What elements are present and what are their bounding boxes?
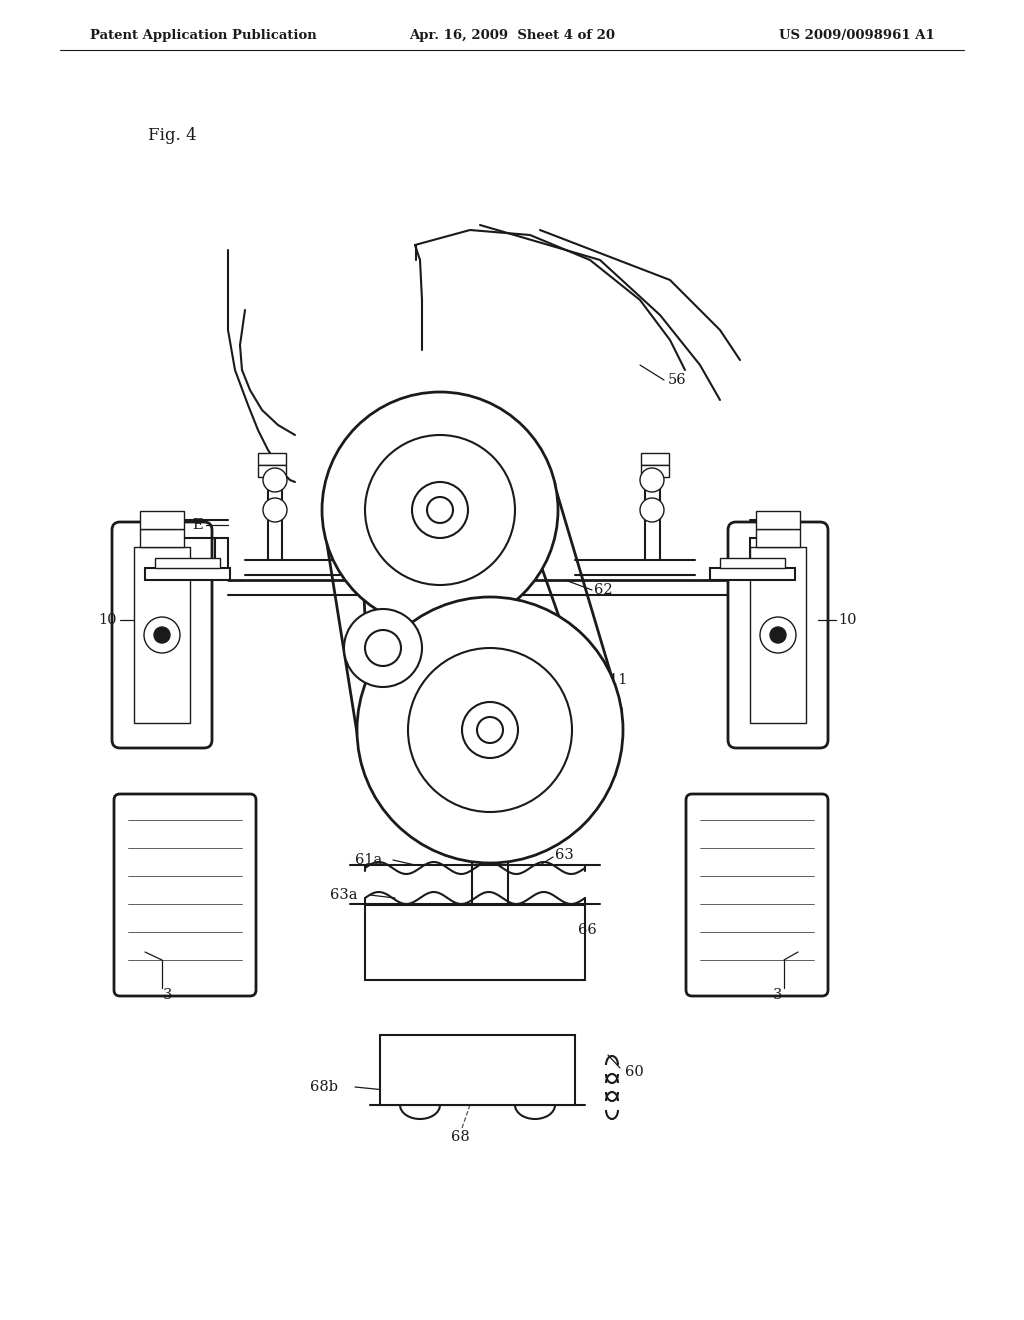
Bar	[641, 465, 669, 477]
Bar	[756, 511, 800, 529]
Circle shape	[365, 630, 401, 667]
Circle shape	[640, 469, 664, 492]
Circle shape	[365, 436, 515, 585]
Bar	[756, 529, 800, 546]
Bar	[750, 546, 806, 723]
Circle shape	[154, 627, 170, 643]
Bar	[258, 465, 286, 477]
FancyBboxPatch shape	[114, 795, 256, 997]
FancyBboxPatch shape	[112, 521, 212, 748]
Bar	[710, 568, 795, 579]
Text: 55: 55	[497, 465, 515, 479]
Circle shape	[640, 498, 664, 521]
Text: 56: 56	[668, 374, 687, 387]
Text: 10: 10	[838, 612, 856, 627]
Text: 62: 62	[594, 583, 612, 597]
Bar	[140, 511, 184, 529]
Bar	[258, 453, 286, 465]
Text: Fig. 4: Fig. 4	[148, 127, 197, 144]
Text: 82: 82	[328, 513, 347, 527]
Bar	[380, 1035, 575, 1105]
Circle shape	[408, 648, 572, 812]
Circle shape	[144, 616, 180, 653]
Circle shape	[263, 469, 287, 492]
Text: 60: 60	[625, 1065, 644, 1078]
FancyBboxPatch shape	[728, 521, 828, 748]
Circle shape	[770, 627, 786, 643]
Text: E: E	[193, 517, 203, 532]
Text: 63: 63	[555, 847, 573, 862]
Bar	[365, 906, 585, 979]
Text: Patent Application Publication: Patent Application Publication	[90, 29, 316, 41]
Bar	[155, 558, 220, 568]
Circle shape	[760, 616, 796, 653]
Circle shape	[322, 392, 558, 628]
Circle shape	[357, 597, 623, 863]
Text: 61a: 61a	[355, 853, 382, 867]
Circle shape	[263, 498, 287, 521]
Text: 63a: 63a	[330, 888, 357, 902]
Circle shape	[412, 482, 468, 539]
Text: 3: 3	[163, 987, 173, 1002]
Text: 3: 3	[773, 987, 782, 1002]
Circle shape	[344, 609, 422, 686]
Circle shape	[477, 717, 503, 743]
Circle shape	[427, 498, 453, 523]
Bar	[641, 453, 669, 465]
Text: 71: 71	[347, 645, 366, 659]
Circle shape	[462, 702, 518, 758]
Bar	[140, 529, 184, 546]
Text: Apr. 16, 2009  Sheet 4 of 20: Apr. 16, 2009 Sheet 4 of 20	[409, 29, 615, 41]
Text: 68b: 68b	[310, 1080, 338, 1094]
Text: 61: 61	[547, 729, 565, 742]
Text: 66: 66	[578, 923, 597, 937]
Bar	[134, 546, 190, 723]
Text: 111: 111	[600, 673, 628, 686]
Text: 10: 10	[98, 612, 117, 627]
Text: US 2009/0098961 A1: US 2009/0098961 A1	[779, 29, 935, 41]
FancyBboxPatch shape	[686, 795, 828, 997]
Text: 68: 68	[451, 1130, 469, 1144]
Bar	[720, 558, 785, 568]
Bar	[145, 568, 230, 579]
